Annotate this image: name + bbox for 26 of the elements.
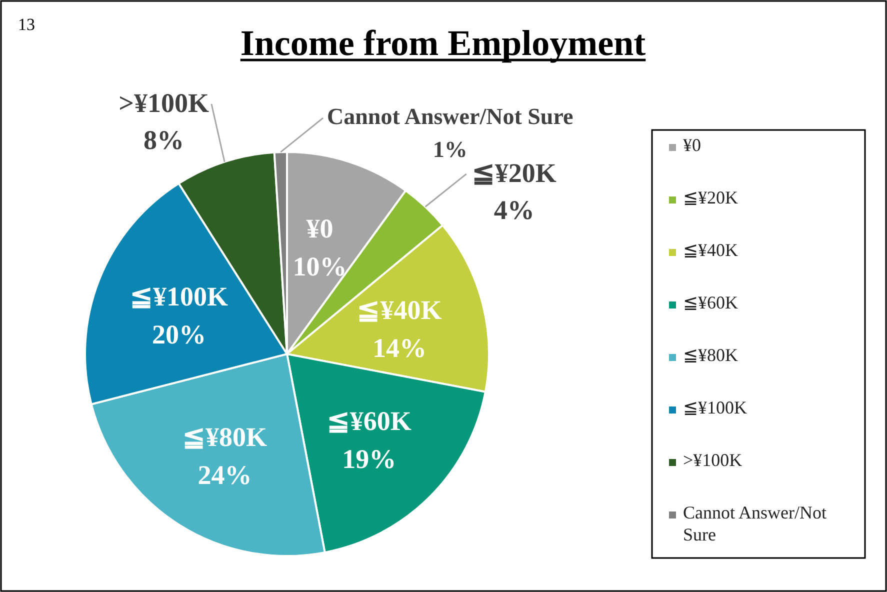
legend-label: ≦¥60K bbox=[683, 292, 738, 312]
slice-label: >¥100K bbox=[118, 88, 209, 118]
legend-label: ≦¥100K bbox=[683, 398, 747, 418]
data-label: 14% bbox=[372, 333, 426, 364]
slice-label: ≦¥80K bbox=[182, 422, 268, 452]
legend-label: ≦¥40K bbox=[683, 240, 738, 260]
chart-title: Income from Employment bbox=[240, 23, 646, 63]
slice-label: ≦¥60K bbox=[326, 406, 412, 436]
data-label: 1% bbox=[432, 137, 468, 162]
data-label: 24% bbox=[198, 460, 252, 490]
legend-label: ¥0 bbox=[683, 135, 701, 155]
legend-label: ≦¥20K bbox=[683, 188, 738, 208]
slice-label: ≦¥100K bbox=[130, 281, 228, 312]
data-label: 20% bbox=[152, 319, 206, 350]
data-label: 10% bbox=[292, 252, 347, 282]
data-label: 19% bbox=[342, 444, 396, 474]
slice-label: ≦¥20K bbox=[472, 158, 556, 188]
slice-label: Cannot Answer/Not Sure bbox=[327, 104, 574, 129]
legend-label: ≦¥80K bbox=[683, 345, 738, 365]
data-label: 4% bbox=[494, 194, 534, 225]
text: 13 bbox=[18, 15, 35, 34]
slice-label: ¥0 bbox=[306, 214, 334, 244]
data-label: 8% bbox=[144, 124, 184, 155]
legend-label: Cannot Answer/Not Sure bbox=[683, 502, 826, 544]
slice-label: ≦¥40K bbox=[357, 295, 442, 326]
legend-label: >¥100K bbox=[683, 450, 742, 470]
